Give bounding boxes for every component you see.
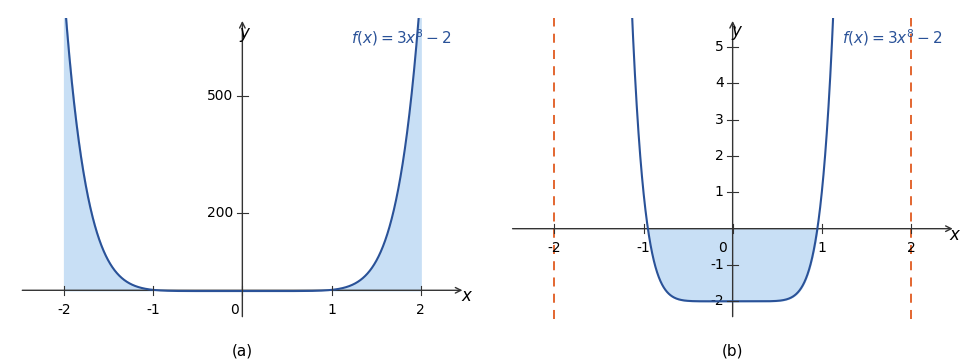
Text: $x$: $x$ (949, 226, 961, 244)
Text: 4: 4 (715, 77, 723, 90)
Text: $y$: $y$ (731, 24, 743, 42)
Text: $y$: $y$ (239, 26, 252, 44)
Text: $f(x) = 3x^8 - 2$: $f(x) = 3x^8 - 2$ (351, 27, 451, 48)
Text: -1: -1 (637, 241, 650, 255)
Text: 0: 0 (230, 302, 239, 317)
Text: 2: 2 (907, 241, 916, 255)
Text: 1: 1 (817, 241, 826, 255)
Text: -2: -2 (710, 294, 723, 308)
Text: 500: 500 (208, 89, 233, 103)
Text: 3: 3 (715, 113, 723, 127)
Text: 2: 2 (715, 149, 723, 163)
Text: -1: -1 (146, 302, 160, 317)
Text: 2: 2 (416, 302, 425, 317)
Text: 1: 1 (327, 302, 336, 317)
Text: -1: -1 (710, 258, 723, 272)
Text: (a): (a) (232, 343, 253, 359)
Text: 1: 1 (715, 185, 723, 199)
Text: $x$: $x$ (461, 287, 473, 305)
Text: 200: 200 (208, 205, 233, 220)
Text: $f(x) = 3x^8 - 2$: $f(x) = 3x^8 - 2$ (841, 27, 942, 48)
Text: (b): (b) (722, 343, 743, 359)
Text: -2: -2 (58, 302, 71, 317)
Text: 5: 5 (715, 40, 723, 54)
Text: 0: 0 (718, 241, 726, 255)
Text: -2: -2 (548, 241, 562, 255)
